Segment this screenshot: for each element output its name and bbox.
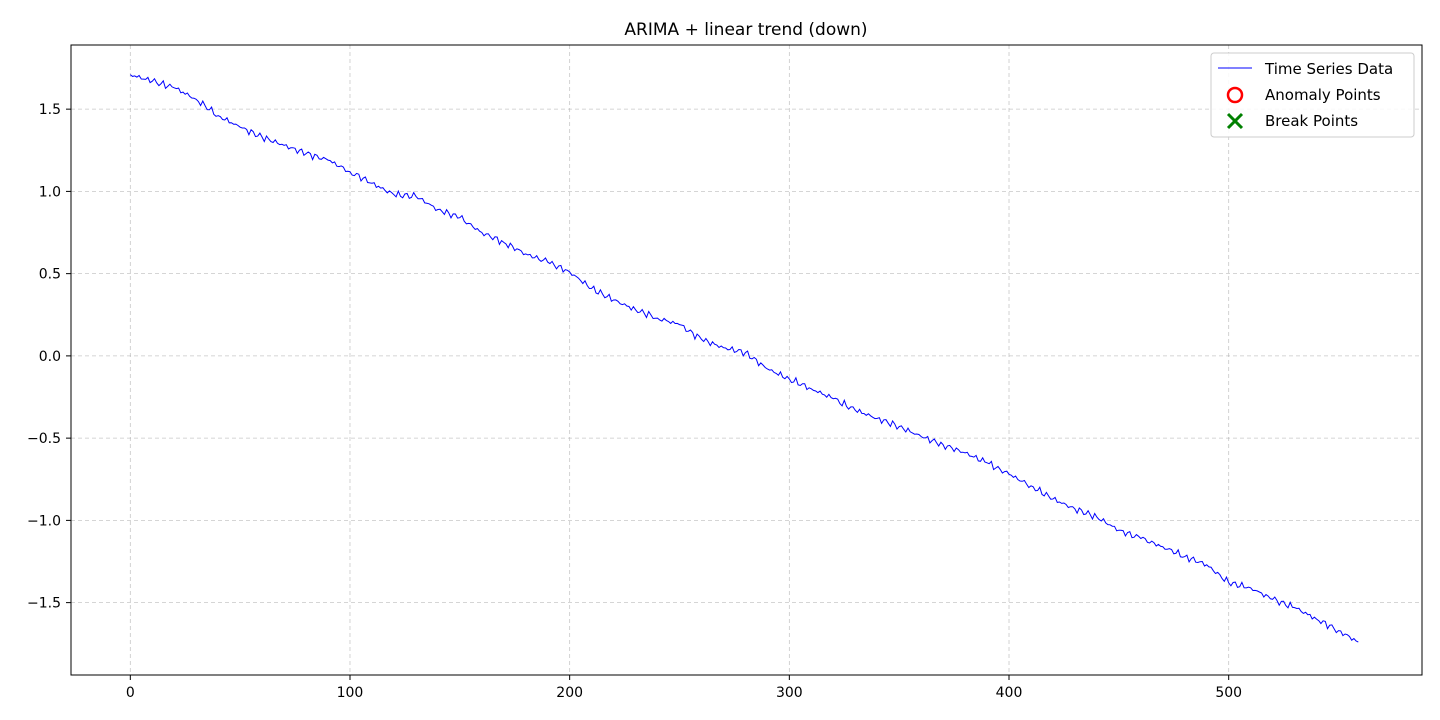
y-tick-label: −1.5 (27, 596, 61, 612)
x-tick-label: 300 (776, 685, 803, 701)
y-tick-label: 1.5 (39, 102, 61, 118)
y-tick-label: 0.0 (39, 349, 61, 365)
legend-swatch-anomaly (1226, 86, 1244, 104)
grid (71, 45, 1422, 675)
legend-label-anomaly: Anomaly Points (1265, 86, 1381, 104)
legend-box (1210, 52, 1415, 138)
x-tick-label: 100 (337, 685, 364, 701)
x-tick-label: 500 (1215, 685, 1242, 701)
legend-label-break: Break Points (1265, 112, 1358, 130)
y-tick-label: −1.0 (27, 513, 61, 529)
legend-swatch-break (1226, 112, 1244, 130)
x-tick-label: 400 (996, 685, 1023, 701)
plot-frame (70, 44, 1423, 676)
series-line-time-series (129, 74, 1359, 643)
x-tick-label: 200 (556, 685, 583, 701)
y-tick-label: −0.5 (27, 431, 61, 447)
legend-label-time-series: Time Series Data (1264, 60, 1393, 78)
chart-title: ARIMA + linear trend (down) (624, 20, 867, 40)
y-tick-label: 0.5 (39, 267, 61, 283)
axis-ticks: 0 100 200 300 400 500 −1.5 −1.0 −0.5 0.0 0.5 1.0 1.5 (27, 102, 1242, 701)
x-tick-label: 0 (126, 685, 135, 701)
y-tick-label: 1.0 (39, 184, 61, 200)
legend: Time Series Data Anomaly Points Break Po… (1210, 52, 1415, 138)
series-layer (129, 74, 1359, 643)
